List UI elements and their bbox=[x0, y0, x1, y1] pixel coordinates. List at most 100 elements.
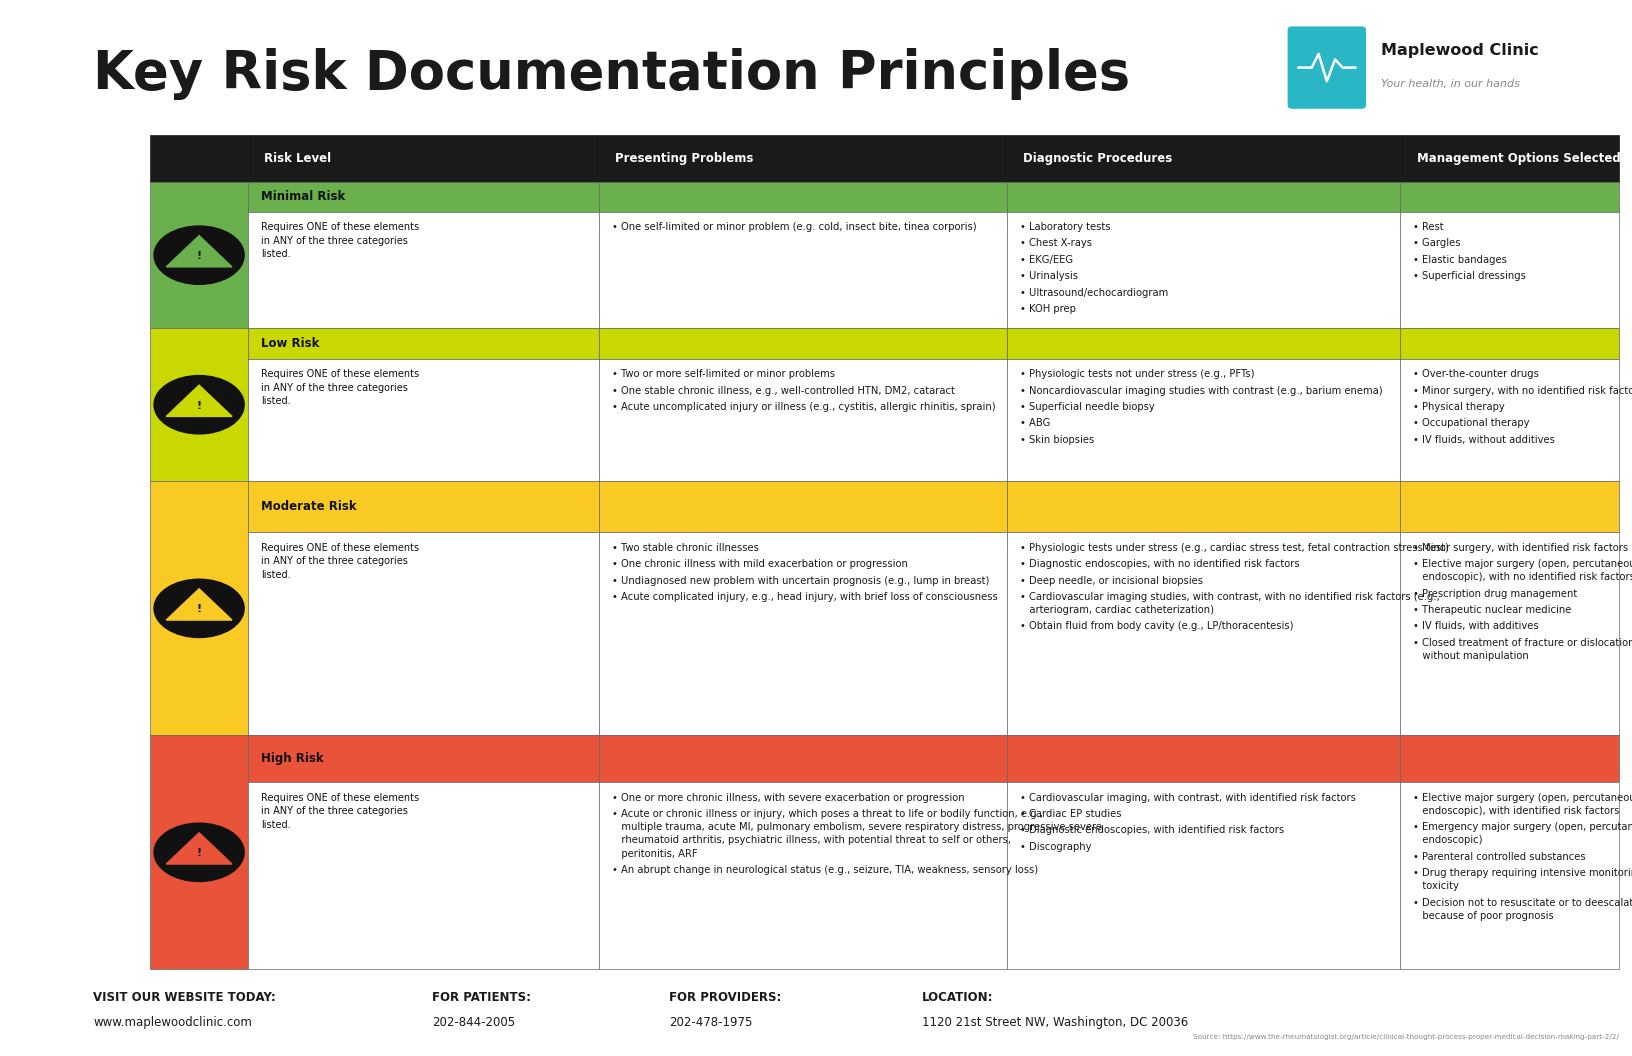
Text: www.maplewoodclinic.com: www.maplewoodclinic.com bbox=[93, 1016, 251, 1029]
Text: 202-478-1975: 202-478-1975 bbox=[669, 1016, 752, 1029]
Text: • Cardiovascular imaging studies, with contrast, with no identified risk factors: • Cardiovascular imaging studies, with c… bbox=[1020, 591, 1439, 602]
Bar bbox=[599, 532, 1007, 735]
Bar bbox=[1400, 183, 1619, 211]
Text: in ANY of the three categories: in ANY of the three categories bbox=[261, 557, 408, 566]
Text: Diagnostic Procedures: Diagnostic Procedures bbox=[1023, 152, 1172, 166]
Text: • Physiologic tests under stress (e.g., cardiac stress test, fetal contraction s: • Physiologic tests under stress (e.g., … bbox=[1020, 543, 1449, 552]
Text: • Urinalysis: • Urinalysis bbox=[1020, 271, 1079, 281]
Text: • Ultrasound/echocardiogram: • Ultrasound/echocardiogram bbox=[1020, 287, 1169, 298]
Text: • Elastic bandages: • Elastic bandages bbox=[1413, 254, 1508, 265]
Bar bbox=[1007, 211, 1400, 328]
Bar bbox=[1007, 532, 1400, 735]
Text: • EKG/EEG: • EKG/EEG bbox=[1020, 254, 1074, 265]
Bar bbox=[248, 211, 599, 328]
Text: • Two stable chronic illnesses: • Two stable chronic illnesses bbox=[612, 543, 759, 552]
Circle shape bbox=[153, 580, 245, 638]
Bar bbox=[1400, 735, 1619, 782]
Text: • Diagnostic endoscopies, with no identified risk factors: • Diagnostic endoscopies, with no identi… bbox=[1020, 559, 1299, 569]
Text: • Drug therapy requiring intensive monitoring for: • Drug therapy requiring intensive monit… bbox=[1413, 868, 1632, 879]
Bar bbox=[599, 135, 1007, 183]
Text: !: ! bbox=[196, 400, 202, 411]
Text: Source: https://www.the-rheumatologist.org/article/clinical-thought-process-prop: Source: https://www.the-rheumatologist.o… bbox=[1193, 1034, 1619, 1040]
Text: • Noncardiovascular imaging studies with contrast (e.g., barium enema): • Noncardiovascular imaging studies with… bbox=[1020, 385, 1382, 396]
Text: • Superficial needle biopsy: • Superficial needle biopsy bbox=[1020, 402, 1155, 412]
Bar bbox=[248, 359, 599, 482]
Bar bbox=[248, 183, 599, 211]
Text: • Discography: • Discography bbox=[1020, 842, 1092, 852]
Bar bbox=[1400, 135, 1619, 183]
Text: • Minor surgery, with identified risk factors: • Minor surgery, with identified risk fa… bbox=[1413, 543, 1629, 552]
Text: Requires ONE of these elements: Requires ONE of these elements bbox=[261, 543, 419, 552]
Text: Requires ONE of these elements: Requires ONE of these elements bbox=[261, 793, 419, 803]
Text: • IV fluids, without additives: • IV fluids, without additives bbox=[1413, 435, 1555, 445]
Bar bbox=[248, 328, 599, 359]
Circle shape bbox=[153, 226, 245, 284]
Text: High Risk: High Risk bbox=[261, 752, 323, 766]
Circle shape bbox=[153, 376, 245, 434]
Text: • Elective major surgery (open, percutaneous, or: • Elective major surgery (open, percutan… bbox=[1413, 559, 1632, 569]
Text: in ANY of the three categories: in ANY of the three categories bbox=[261, 235, 408, 246]
Bar bbox=[150, 135, 248, 183]
Text: • Decision not to resuscitate or to deescalate care: • Decision not to resuscitate or to dees… bbox=[1413, 898, 1632, 908]
Bar bbox=[1400, 782, 1619, 969]
Bar bbox=[1007, 482, 1400, 532]
Text: !: ! bbox=[196, 848, 202, 859]
Text: FOR PROVIDERS:: FOR PROVIDERS: bbox=[669, 992, 782, 1004]
Text: • One or more chronic illness, with severe exacerbation or progression: • One or more chronic illness, with seve… bbox=[612, 793, 965, 803]
Text: Minimal Risk: Minimal Risk bbox=[261, 190, 346, 204]
Text: • Parenteral controlled substances: • Parenteral controlled substances bbox=[1413, 852, 1586, 862]
Text: • IV fluids, with additives: • IV fluids, with additives bbox=[1413, 621, 1539, 631]
Text: • Emergency major surgery (open, percutaneous,: • Emergency major surgery (open, percuta… bbox=[1413, 823, 1632, 832]
Polygon shape bbox=[166, 589, 232, 620]
Text: • Minor surgery, with no identified risk factors: • Minor surgery, with no identified risk… bbox=[1413, 385, 1632, 396]
Text: 1120 21st Street NW, Washington, DC 20036: 1120 21st Street NW, Washington, DC 2003… bbox=[922, 1016, 1188, 1029]
Bar bbox=[1400, 532, 1619, 735]
Text: • One chronic illness with mild exacerbation or progression: • One chronic illness with mild exacerba… bbox=[612, 559, 907, 569]
Text: • Closed treatment of fracture or dislocation,: • Closed treatment of fracture or disloc… bbox=[1413, 638, 1632, 647]
Text: Risk Level: Risk Level bbox=[264, 152, 331, 166]
Text: • Acute uncomplicated injury or illness (e.g., cystitis, allergic rhinitis, spra: • Acute uncomplicated injury or illness … bbox=[612, 402, 996, 412]
FancyBboxPatch shape bbox=[1288, 26, 1366, 109]
Text: • Diagnostic endoscopies, with identified risk factors: • Diagnostic endoscopies, with identifie… bbox=[1020, 826, 1284, 835]
Bar bbox=[599, 359, 1007, 482]
Text: • Acute or chronic illness or injury, which poses a threat to life or bodily fun: • Acute or chronic illness or injury, wh… bbox=[612, 809, 1043, 819]
Text: toxicity: toxicity bbox=[1413, 882, 1459, 891]
Text: endoscopic), with no identified risk factors: endoscopic), with no identified risk fac… bbox=[1413, 572, 1632, 582]
Text: peritonitis, ARF: peritonitis, ARF bbox=[612, 849, 697, 859]
Text: Presenting Problems: Presenting Problems bbox=[615, 152, 754, 166]
Text: • Chest X-rays: • Chest X-rays bbox=[1020, 239, 1092, 248]
Text: LOCATION:: LOCATION: bbox=[922, 992, 994, 1004]
Text: without manipulation: without manipulation bbox=[1413, 650, 1529, 661]
Text: • Elective major surgery (open, percutaneous,: • Elective major surgery (open, percutan… bbox=[1413, 793, 1632, 803]
Text: endoscopic), with identified risk factors: endoscopic), with identified risk factor… bbox=[1413, 806, 1619, 816]
Text: !: ! bbox=[196, 251, 202, 261]
Text: 202-844-2005: 202-844-2005 bbox=[432, 1016, 516, 1029]
Circle shape bbox=[153, 824, 245, 882]
Bar bbox=[1007, 135, 1400, 183]
Bar bbox=[1007, 328, 1400, 359]
Polygon shape bbox=[166, 385, 232, 416]
Bar bbox=[1007, 183, 1400, 211]
Text: Moderate Risk: Moderate Risk bbox=[261, 501, 357, 513]
Text: • Gargles: • Gargles bbox=[1413, 239, 1461, 248]
Polygon shape bbox=[166, 235, 232, 267]
Text: Low Risk: Low Risk bbox=[261, 337, 320, 350]
Bar bbox=[1400, 328, 1619, 359]
Text: • Occupational therapy: • Occupational therapy bbox=[1413, 418, 1529, 429]
Text: endoscopic): endoscopic) bbox=[1413, 835, 1483, 846]
Text: • One self-limited or minor problem (e.g. cold, insect bite, tinea corporis): • One self-limited or minor problem (e.g… bbox=[612, 222, 976, 232]
Text: • Deep needle, or incisional biopsies: • Deep needle, or incisional biopsies bbox=[1020, 576, 1203, 585]
Text: listed.: listed. bbox=[261, 819, 290, 830]
Text: • Undiagnosed new problem with uncertain prognosis (e.g., lump in breast): • Undiagnosed new problem with uncertain… bbox=[612, 576, 989, 585]
Bar bbox=[150, 735, 248, 969]
Bar bbox=[150, 328, 248, 482]
Bar bbox=[599, 183, 1007, 211]
Bar bbox=[150, 482, 248, 735]
Text: • Acute complicated injury, e.g., head injury, with brief loss of consciousness: • Acute complicated injury, e.g., head i… bbox=[612, 591, 997, 602]
Bar bbox=[248, 482, 599, 532]
Text: • Prescription drug management: • Prescription drug management bbox=[1413, 588, 1578, 599]
Bar bbox=[599, 482, 1007, 532]
Bar bbox=[599, 735, 1007, 782]
Text: • ABG: • ABG bbox=[1020, 418, 1051, 429]
Text: • Physiologic tests not under stress (e.g., PFTs): • Physiologic tests not under stress (e.… bbox=[1020, 370, 1255, 379]
